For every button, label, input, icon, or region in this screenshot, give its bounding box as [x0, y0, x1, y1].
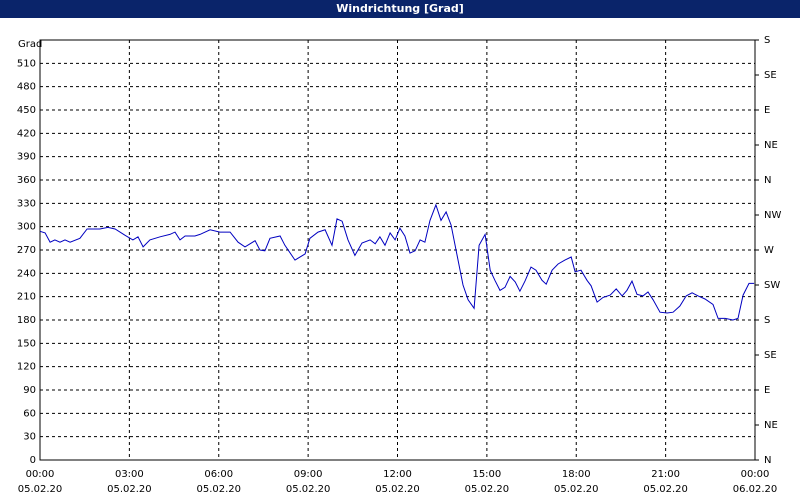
x-tick-label: 18:00	[562, 469, 591, 480]
y-tick-label: 180	[17, 315, 36, 326]
y-tick-label: 210	[17, 292, 36, 303]
x-tick-label: 00:00	[26, 469, 55, 480]
y2-tick-label: NE	[764, 140, 778, 151]
x-tick-date: 05.02.20	[286, 484, 331, 495]
y-tick-label: 90	[23, 385, 36, 396]
plot-frame	[39, 39, 756, 461]
y-tick-label: 300	[17, 222, 36, 233]
x-tick-date: 05.02.20	[196, 484, 241, 495]
y2-tick-label: SE	[764, 350, 777, 361]
y2-tick-label: NW	[764, 210, 781, 221]
x-tick-label: 15:00	[472, 469, 501, 480]
y2-tick-label: N	[764, 175, 771, 186]
y2-tick-label: NE	[764, 420, 778, 431]
y-tick-label: 150	[17, 338, 36, 349]
x-tick-date: 05.02.20	[18, 484, 63, 495]
y2-tick-label: E	[764, 105, 770, 116]
y-tick-label: 60	[23, 408, 36, 419]
y2-tick-label: W	[764, 245, 774, 256]
y-tick-label: 30	[23, 432, 36, 443]
y-tick-label: 360	[17, 175, 36, 186]
y-axis-label: Grad	[18, 39, 42, 50]
y2-tick-label: S	[764, 315, 770, 326]
data-line	[39, 203, 755, 321]
title-bar	[0, 0, 800, 18]
y2-tick-label: SW	[764, 280, 780, 291]
x-tick-label: 06:00	[204, 469, 233, 480]
y2-tick-label: S	[764, 35, 770, 46]
x-tick-date: 05.02.20	[643, 484, 688, 495]
y-tick-label: 450	[17, 105, 36, 116]
x-tick-label: 03:00	[115, 469, 144, 480]
y2-tick-label: SE	[764, 70, 777, 81]
x-tick-label: 12:00	[383, 469, 412, 480]
y-tick-label: 240	[17, 268, 36, 279]
y2-tick-label: E	[764, 385, 770, 396]
x-tick-label: 21:00	[651, 469, 680, 480]
y-tick-label: 0	[30, 455, 36, 466]
x-tick-date: 05.02.20	[375, 484, 420, 495]
y-tick-label: 270	[17, 245, 36, 256]
x-tick-date: 06.02.20	[733, 484, 778, 495]
y-tick-label: 330	[17, 198, 36, 209]
x-tick-date: 05.02.20	[554, 484, 599, 495]
y2-tick-label: N	[764, 455, 771, 466]
x-tick-date: 05.02.20	[465, 484, 510, 495]
y-tick-label: 510	[17, 58, 36, 69]
x-tick-label: 00:00	[741, 469, 770, 480]
x-tick-label: 09:00	[294, 469, 323, 480]
y-tick-label: 480	[17, 82, 36, 93]
y-tick-label: 120	[17, 362, 36, 373]
y-tick-label: 420	[17, 128, 36, 139]
x-tick-date: 05.02.20	[107, 484, 152, 495]
y-tick-label: 390	[17, 152, 36, 163]
chart-title: Windrichtung [Grad]	[336, 2, 464, 15]
